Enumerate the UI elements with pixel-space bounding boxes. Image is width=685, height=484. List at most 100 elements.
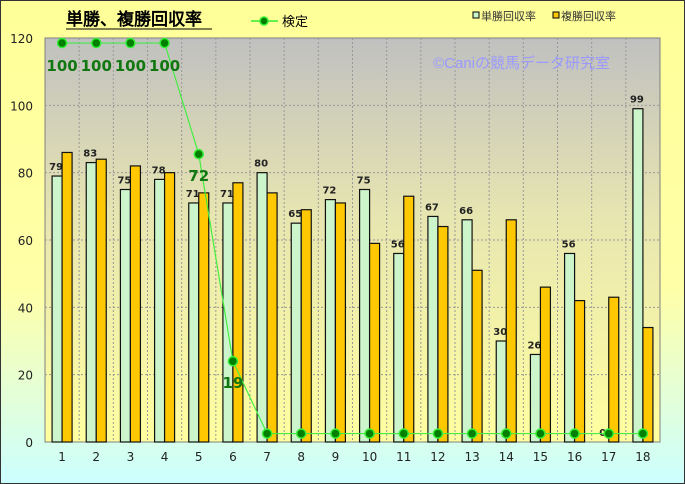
- bar-win: [85, 161, 97, 443]
- x-tick-label: 17: [601, 450, 616, 464]
- x-tick-label: 14: [499, 450, 514, 464]
- line-label: 100: [81, 57, 112, 75]
- x-tick-label: 18: [635, 450, 650, 464]
- legend-swatch-win: [472, 11, 480, 19]
- bar-label: 72: [322, 186, 336, 197]
- line-marker: [193, 148, 204, 160]
- bar-place: [539, 286, 552, 443]
- bar-label: 71: [186, 189, 200, 200]
- line-marker: [364, 428, 375, 439]
- x-tick-label: 3: [127, 450, 135, 464]
- y-tick-label: 20: [18, 369, 33, 383]
- bar-place: [471, 269, 483, 443]
- bar-win: [461, 219, 473, 443]
- bar-win: [290, 222, 302, 443]
- line-marker: [569, 428, 580, 439]
- line-marker: [91, 37, 102, 49]
- line-marker: [637, 428, 649, 439]
- line-marker: [535, 428, 546, 439]
- bar-place: [266, 192, 278, 443]
- line-label: 100: [115, 57, 146, 75]
- chart-title: 単勝、複勝回収率: [66, 9, 202, 30]
- bar-win: [188, 202, 200, 443]
- x-tick-label: 13: [464, 450, 479, 464]
- legend-label-place: 複勝回収率: [561, 9, 616, 23]
- bar-win: [495, 340, 507, 443]
- x-tick-label: 6: [229, 450, 237, 464]
- bar-label: 71: [220, 189, 234, 200]
- line-marker: [603, 428, 614, 439]
- bar-win: [51, 175, 63, 443]
- bar-place: [129, 165, 142, 443]
- y-tick-label: 100: [10, 99, 33, 113]
- bar-label: 75: [117, 176, 131, 187]
- bar-win: [222, 202, 234, 443]
- y-tick-label: 80: [18, 167, 33, 181]
- x-tick-label: 2: [92, 450, 100, 464]
- bar-place: [198, 192, 210, 443]
- bar-label: 83: [83, 149, 97, 160]
- y-tick-label: 40: [18, 301, 33, 315]
- legend-marker-icon: [259, 16, 269, 26]
- bar-win: [256, 172, 268, 443]
- line-series: [62, 42, 643, 435]
- bar-label: 79: [49, 162, 63, 173]
- line-marker: [227, 355, 239, 367]
- bar-place: [232, 182, 244, 443]
- line-marker: [296, 428, 307, 439]
- x-tick-label: 4: [161, 450, 169, 464]
- x-tick-label: 7: [263, 450, 271, 464]
- line-marker: [432, 428, 444, 439]
- bar-win: [119, 188, 132, 443]
- bar-win: [632, 108, 644, 443]
- bar-place: [300, 209, 312, 443]
- bar-place: [573, 300, 586, 443]
- bar-win: [324, 199, 337, 443]
- bar-place: [403, 195, 415, 443]
- bar-win: [563, 252, 576, 443]
- bar-place: [608, 296, 620, 443]
- x-tick-label: 10: [362, 450, 377, 464]
- watermark: ©Caniの競馬データ研究室: [433, 54, 610, 72]
- line-marker: [125, 37, 136, 49]
- bar-label: 56: [562, 239, 576, 250]
- y-tick-label: 60: [18, 234, 33, 248]
- bar-label: 75: [357, 176, 371, 187]
- x-tick-label: 11: [396, 450, 411, 464]
- bar-label: 67: [425, 202, 439, 213]
- bar-label: 26: [527, 340, 541, 351]
- line-label: 72: [188, 167, 209, 185]
- x-tick-label: 9: [332, 450, 340, 464]
- y-tick-label: 0: [25, 436, 33, 450]
- legend-label-line: 検定: [282, 15, 308, 30]
- bar-win: [393, 252, 405, 443]
- line-label: 100: [149, 57, 180, 75]
- bar-place: [163, 172, 176, 443]
- bar-place: [505, 219, 517, 443]
- legend-swatch-place: [552, 11, 560, 19]
- bar-win: [427, 215, 439, 443]
- bar-label: 80: [254, 159, 268, 170]
- line-marker: [159, 37, 170, 49]
- x-tick-label: 5: [195, 450, 203, 464]
- x-tick-label: 12: [430, 450, 445, 464]
- bar-label: 78: [152, 165, 166, 176]
- line-marker: [261, 428, 273, 439]
- bar-place: [437, 225, 449, 443]
- bar-place: [334, 202, 347, 443]
- line-marker: [501, 428, 512, 439]
- legend-bars: 単勝回収率 複勝回収率: [472, 9, 616, 23]
- bar-place: [642, 326, 654, 443]
- bar-place: [368, 242, 381, 443]
- line-marker: [330, 428, 341, 439]
- line-label: 100: [46, 57, 77, 75]
- legend-label-win: 単勝回収率: [481, 9, 536, 23]
- bar-win: [358, 188, 371, 443]
- bar-label: 65: [288, 209, 302, 220]
- legend-line: 検定: [251, 15, 308, 30]
- x-tick-label: 1: [58, 450, 66, 464]
- bar-label: 66: [459, 206, 473, 217]
- bar-label: 30: [493, 327, 507, 338]
- bar-win: [153, 178, 166, 443]
